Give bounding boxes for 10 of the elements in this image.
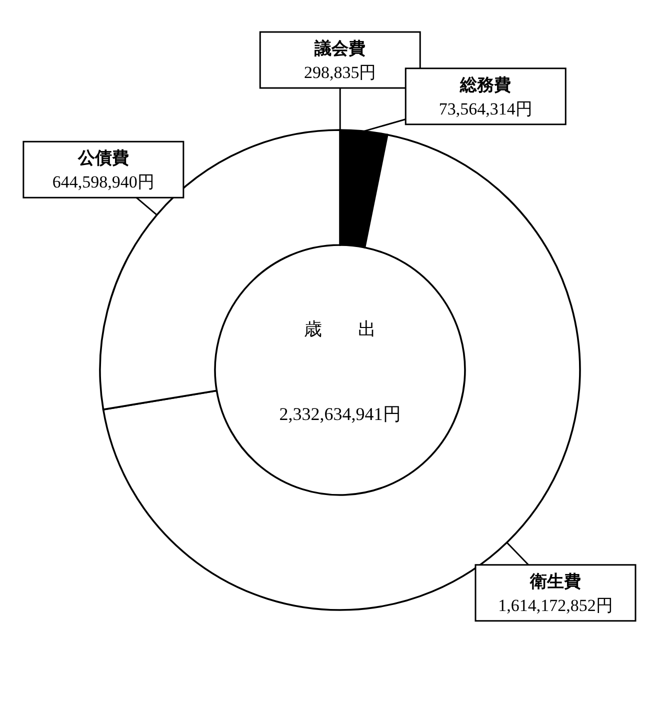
text: 2,332,634,941円	[279, 404, 401, 424]
slice-label: 衛生費	[529, 572, 582, 591]
data-label: 73,564,314円	[438, 99, 532, 118]
data-label: 644,598,940円	[52, 172, 154, 192]
slice-label: 議会費	[314, 39, 366, 58]
data-label: 298,835円	[304, 63, 376, 82]
slice-label: 公債費	[76, 148, 129, 168]
slice-label: 総務費	[459, 75, 512, 94]
text: 歳 出	[304, 319, 376, 339]
data-label: 1,614,172,852円	[498, 596, 613, 615]
